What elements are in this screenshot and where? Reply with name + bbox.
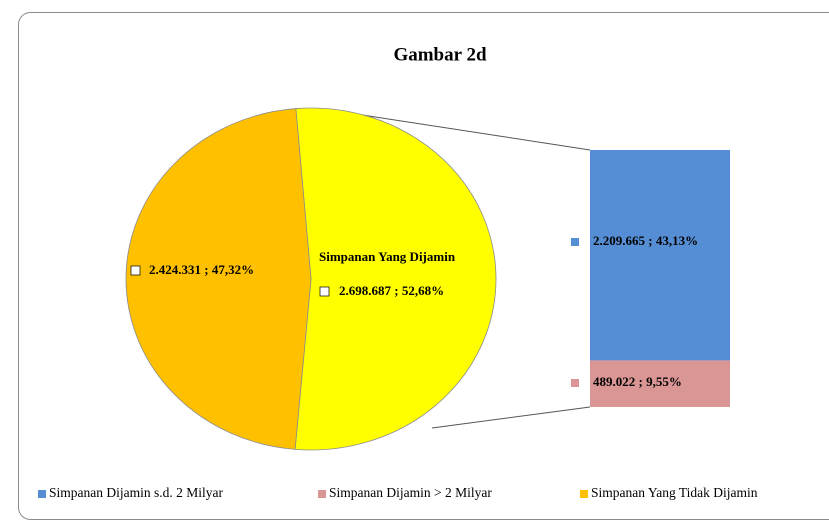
data-label: 2.698.687 ; 52,68% bbox=[339, 283, 444, 298]
data-label: 2.424.331 ; 47,32% bbox=[149, 262, 254, 277]
connector-line bbox=[431, 406, 591, 429]
data-label: 489.022 ; 9,55% bbox=[593, 374, 682, 389]
bar-segment bbox=[590, 150, 730, 361]
slice-name: Simpanan Yang Dijamin bbox=[319, 249, 456, 264]
bar-segment bbox=[590, 360, 730, 407]
legend-label: Simpanan Yang Tidak Dijamin bbox=[591, 485, 758, 500]
data-label: 2.209.665 ; 43,13% bbox=[593, 233, 698, 248]
legend-label: Simpanan Dijamin s.d. 2 Milyar bbox=[49, 485, 223, 500]
label-marker bbox=[130, 265, 141, 276]
label-marker bbox=[571, 379, 579, 387]
legend-label: Simpanan Dijamin > 2 Milyar bbox=[329, 485, 492, 500]
connector-line bbox=[342, 111, 591, 151]
pie-slice bbox=[125, 108, 312, 450]
pie-slice bbox=[294, 107, 497, 451]
legend-swatch bbox=[38, 490, 46, 498]
marks: 2.424.331 ; 47,32% Simpanan Yang Dijamin 2… bbox=[38, 107, 758, 500]
legend-swatch bbox=[318, 490, 326, 498]
chart-title: Gambar 2d bbox=[393, 44, 487, 65]
legend-swatch bbox=[580, 490, 588, 498]
label-marker bbox=[571, 238, 579, 246]
label-marker bbox=[319, 286, 330, 297]
